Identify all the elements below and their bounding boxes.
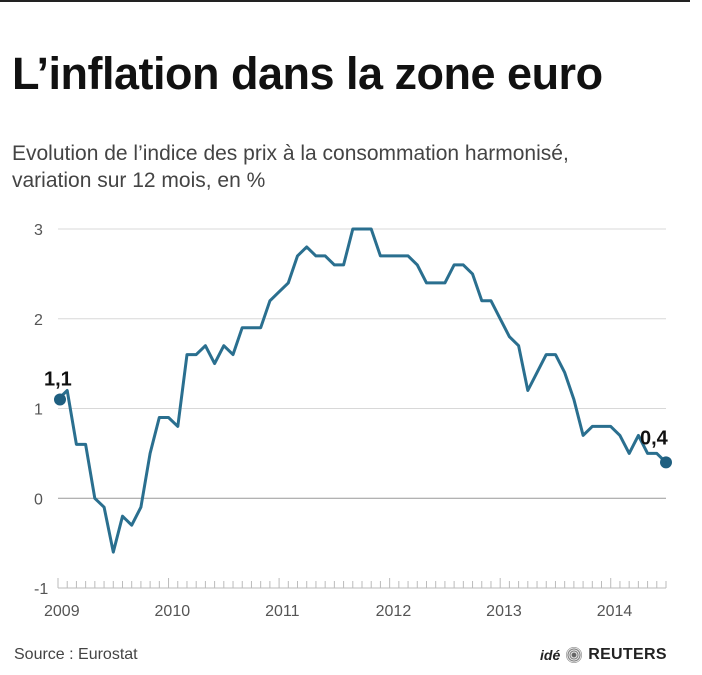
y-tick-label-4: 3 (34, 222, 43, 239)
start-point-marker (54, 393, 66, 406)
reuters-logo-icon (566, 647, 583, 663)
end-point-marker (660, 456, 672, 469)
x-tick-label-2013: 2013 (486, 603, 522, 620)
brand-reuters: REUTERS (588, 646, 667, 663)
x-tick-label-2014: 2014 (597, 603, 633, 620)
subtitle-line-1: Evolution de l’indice des prix à la cons… (12, 142, 569, 165)
chart-title: L’inflation dans la zone euro (12, 48, 603, 99)
y-tick-label-0: -1 (34, 581, 48, 598)
x-tick-label-2010: 2010 (155, 603, 191, 620)
top-rule (0, 0, 690, 2)
start-value-label: 1,1 (44, 369, 72, 391)
source-note: Source : Eurostat (14, 646, 138, 663)
end-value-label: 0,4 (640, 427, 669, 449)
subtitle-line-2: variation sur 12 mois, en % (12, 169, 266, 192)
x-tick-label-2009: 2009 (44, 603, 80, 620)
chart-subtitle: Evolution de l’indice des prix à la cons… (12, 140, 692, 194)
credit-ide: idé (540, 647, 561, 663)
x-tick-label-2012: 2012 (376, 603, 412, 620)
y-tick-label-2: 1 (34, 402, 43, 419)
y-tick-label-3: 2 (34, 312, 43, 329)
brand-credit: idé REUTERS (540, 646, 667, 664)
y-tick-label-1: 0 (34, 491, 43, 508)
x-tick-label-2011: 2011 (265, 603, 300, 620)
series-line (56, 227, 668, 554)
